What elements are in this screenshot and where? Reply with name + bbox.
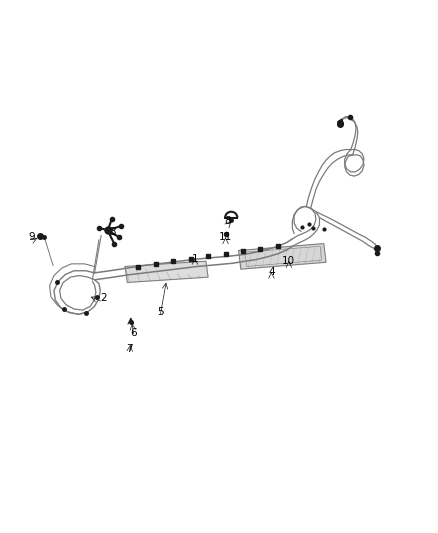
Text: 9: 9 (28, 232, 35, 243)
Text: 2: 2 (100, 293, 106, 303)
Text: 4: 4 (268, 267, 275, 277)
Text: 6: 6 (131, 328, 137, 338)
Text: 3: 3 (109, 227, 115, 237)
Text: 11: 11 (219, 232, 232, 243)
Text: 10: 10 (283, 256, 295, 266)
Text: 8: 8 (224, 216, 231, 227)
Text: 5: 5 (157, 306, 163, 317)
Text: 7: 7 (126, 344, 133, 354)
Polygon shape (239, 244, 326, 269)
Polygon shape (125, 261, 208, 282)
Text: 1: 1 (192, 254, 198, 263)
